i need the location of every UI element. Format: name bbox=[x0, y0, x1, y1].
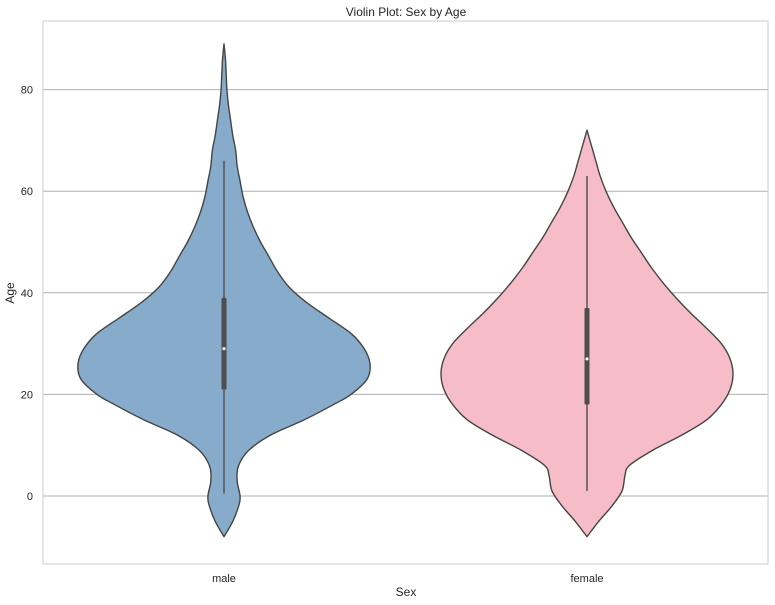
x-axis-label: Sex bbox=[396, 585, 417, 599]
x-tick-label-female: female bbox=[570, 573, 603, 585]
violin-male bbox=[77, 43, 371, 538]
y-tick-label-0: 0 bbox=[27, 491, 33, 503]
violins bbox=[77, 43, 734, 538]
x-tick-labels: male female bbox=[212, 573, 603, 585]
x-tick-label-male: male bbox=[212, 573, 236, 585]
violin-female bbox=[440, 129, 734, 538]
violin-median-male bbox=[222, 347, 226, 351]
y-tick-label-60: 60 bbox=[21, 186, 33, 198]
plot-frame bbox=[42, 20, 769, 565]
chart-title: Violin Plot: Sex by Age bbox=[346, 5, 467, 19]
y-axis-label: Age bbox=[3, 282, 17, 304]
y-tick-label-20: 20 bbox=[21, 389, 33, 401]
violin-median-female bbox=[585, 357, 589, 361]
y-tick-label-80: 80 bbox=[21, 85, 33, 97]
violin-iqr-box-male bbox=[221, 297, 227, 390]
y-tick-labels: 0 20 40 60 80 bbox=[21, 85, 33, 503]
violin-iqr-box-female bbox=[584, 308, 590, 405]
y-tick-label-40: 40 bbox=[21, 288, 33, 300]
